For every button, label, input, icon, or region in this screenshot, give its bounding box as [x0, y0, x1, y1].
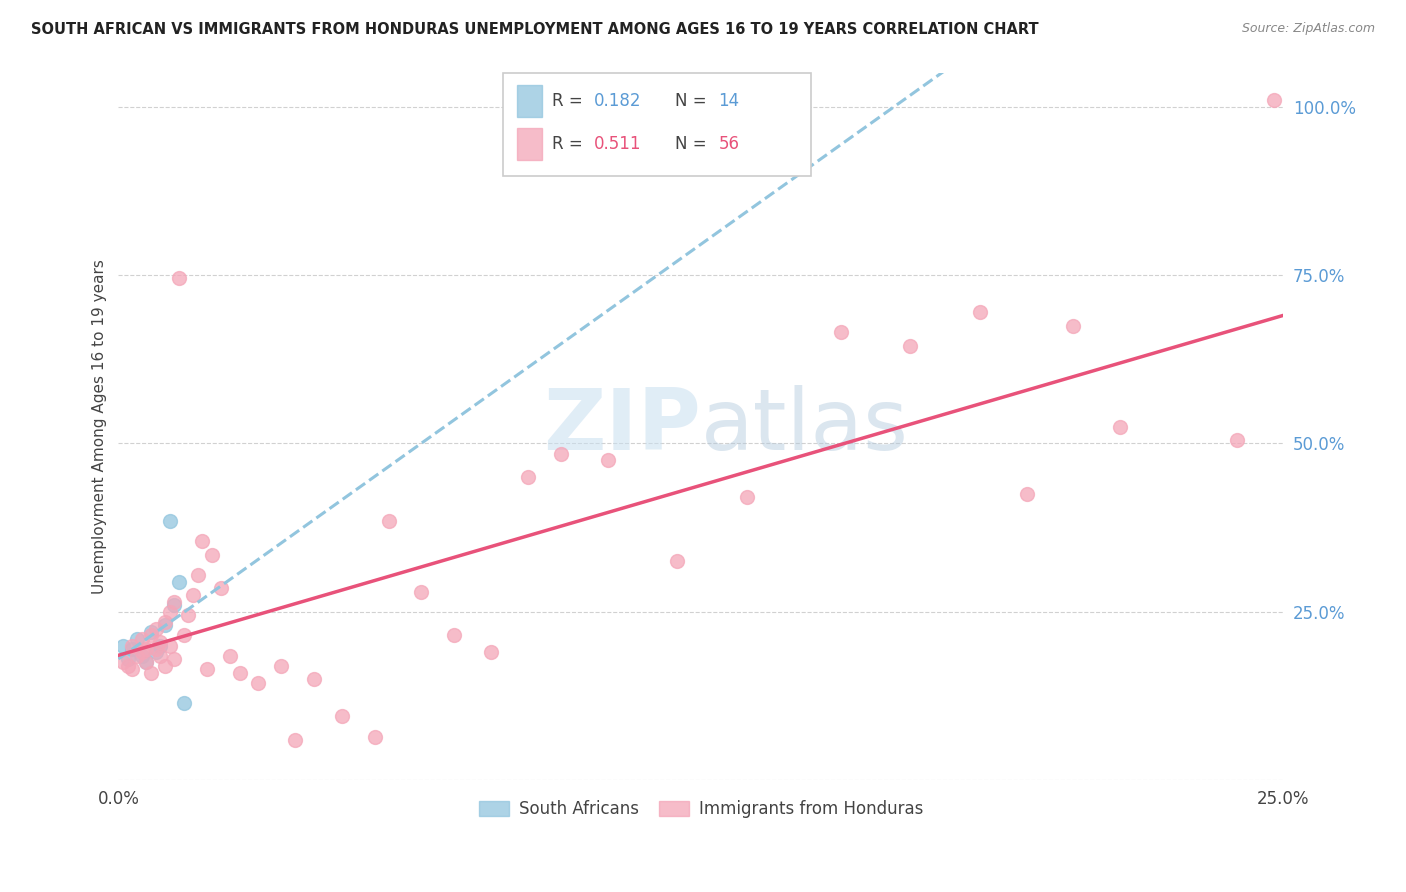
Point — [121, 639, 143, 653]
Point — [666, 554, 689, 568]
Point — [131, 645, 153, 659]
Point — [125, 648, 148, 663]
Point — [145, 622, 167, 636]
Point — [596, 453, 619, 467]
Point — [163, 652, 186, 666]
Y-axis label: Unemployment Among Ages 16 to 19 years: Unemployment Among Ages 16 to 19 years — [93, 260, 107, 594]
Text: N =: N = — [675, 92, 707, 111]
Point — [117, 652, 139, 666]
Point — [900, 339, 922, 353]
Text: R =: R = — [551, 135, 582, 153]
Point — [1063, 318, 1085, 333]
Point — [167, 271, 190, 285]
Point — [302, 672, 325, 686]
Point — [139, 665, 162, 680]
Point — [135, 656, 157, 670]
Point — [363, 730, 385, 744]
Point — [209, 582, 232, 596]
Text: Source: ZipAtlas.com: Source: ZipAtlas.com — [1241, 22, 1375, 36]
Point — [191, 534, 214, 549]
Point — [139, 628, 162, 642]
Point — [969, 305, 991, 319]
Point — [284, 732, 307, 747]
Point — [187, 567, 209, 582]
Text: ZIP: ZIP — [543, 385, 700, 468]
Point — [159, 605, 181, 619]
Point — [377, 514, 399, 528]
Point — [121, 642, 143, 657]
Point — [479, 645, 502, 659]
FancyBboxPatch shape — [503, 73, 811, 176]
Point — [1109, 419, 1132, 434]
Point — [121, 662, 143, 676]
Point — [159, 639, 181, 653]
Point — [163, 598, 186, 612]
Point — [177, 608, 200, 623]
Point — [247, 675, 270, 690]
Text: N =: N = — [675, 135, 707, 153]
Text: 14: 14 — [718, 92, 740, 111]
Point — [135, 642, 157, 657]
Point — [1263, 93, 1285, 107]
Text: SOUTH AFRICAN VS IMMIGRANTS FROM HONDURAS UNEMPLOYMENT AMONG AGES 16 TO 19 YEARS: SOUTH AFRICAN VS IMMIGRANTS FROM HONDURA… — [31, 22, 1039, 37]
Text: atlas: atlas — [700, 385, 908, 468]
Point — [411, 584, 433, 599]
Point — [1225, 433, 1247, 447]
FancyBboxPatch shape — [517, 86, 543, 117]
Point — [167, 574, 190, 589]
Point — [149, 648, 172, 663]
Text: 56: 56 — [718, 135, 740, 153]
Point — [112, 639, 135, 653]
Legend: South Africans, Immigrants from Honduras: South Africans, Immigrants from Honduras — [472, 794, 929, 825]
Point — [131, 648, 153, 663]
Point — [443, 628, 465, 642]
Point — [181, 588, 204, 602]
Point — [173, 628, 195, 642]
Point — [135, 656, 157, 670]
Point — [153, 618, 176, 632]
Point — [163, 595, 186, 609]
Point — [139, 625, 162, 640]
Point — [125, 632, 148, 646]
Point — [173, 696, 195, 710]
Text: 0.511: 0.511 — [593, 135, 641, 153]
Point — [219, 648, 242, 663]
Point — [159, 514, 181, 528]
Point — [737, 491, 759, 505]
Text: 0.182: 0.182 — [593, 92, 641, 111]
Point — [270, 658, 292, 673]
Point — [1281, 406, 1303, 420]
Point — [149, 635, 172, 649]
Point — [117, 658, 139, 673]
Point — [145, 645, 167, 659]
Point — [550, 447, 572, 461]
Point — [517, 470, 540, 484]
Point — [830, 326, 852, 340]
Point — [131, 632, 153, 646]
Point — [228, 665, 250, 680]
Point — [153, 615, 176, 629]
Point — [112, 656, 135, 670]
Point — [149, 639, 172, 653]
Point — [330, 709, 353, 723]
Point — [153, 658, 176, 673]
Point — [145, 642, 167, 657]
Text: R =: R = — [551, 92, 582, 111]
Point — [195, 662, 218, 676]
Point — [201, 548, 224, 562]
FancyBboxPatch shape — [517, 128, 543, 160]
Point — [1015, 487, 1038, 501]
